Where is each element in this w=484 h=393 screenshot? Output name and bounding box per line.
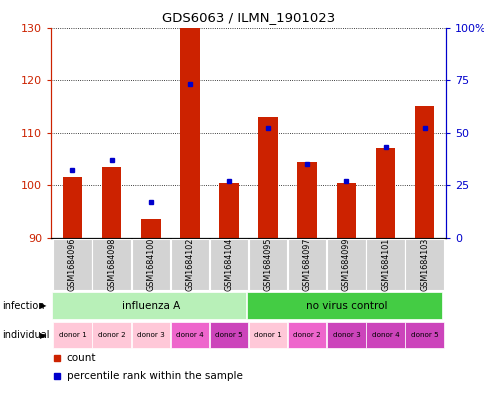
Bar [327, 322, 365, 348]
Bar [375, 149, 394, 238]
Text: GSM1684097: GSM1684097 [302, 237, 311, 291]
Bar [180, 28, 199, 238]
Text: donor 5: donor 5 [215, 332, 242, 338]
Bar [62, 177, 82, 238]
Text: infection: infection [2, 301, 45, 310]
Text: donor 3: donor 3 [332, 332, 360, 338]
Text: ▶: ▶ [40, 301, 46, 310]
Bar [102, 167, 121, 238]
Bar [170, 322, 209, 348]
Text: donor 3: donor 3 [136, 332, 164, 338]
Bar [210, 322, 248, 348]
Text: GSM1684095: GSM1684095 [263, 237, 272, 291]
Bar [92, 239, 131, 290]
Bar [247, 292, 440, 319]
Bar [365, 322, 404, 348]
Bar [258, 117, 277, 238]
Text: GSM1684101: GSM1684101 [380, 238, 389, 291]
Text: donor 5: donor 5 [410, 332, 438, 338]
Bar [297, 162, 317, 238]
Bar [53, 239, 91, 290]
Text: ▶: ▶ [40, 331, 46, 340]
Text: donor 4: donor 4 [176, 332, 203, 338]
Text: GSM1684098: GSM1684098 [107, 238, 116, 291]
Text: GSM1684100: GSM1684100 [146, 238, 155, 291]
Text: donor 4: donor 4 [371, 332, 399, 338]
Text: GSM1684103: GSM1684103 [419, 238, 428, 291]
Bar [248, 239, 287, 290]
Text: no virus control: no virus control [305, 301, 386, 310]
Bar [287, 239, 326, 290]
Bar [365, 239, 404, 290]
Bar [92, 322, 131, 348]
Bar [414, 107, 434, 238]
Bar [219, 183, 238, 238]
Bar [141, 219, 160, 238]
Bar [131, 239, 169, 290]
Text: donor 1: donor 1 [254, 332, 281, 338]
Text: percentile rank within the sample: percentile rank within the sample [67, 371, 242, 382]
Text: donor 1: donor 1 [59, 332, 86, 338]
Text: count: count [67, 353, 96, 363]
Bar [131, 322, 169, 348]
Bar [405, 322, 443, 348]
Text: GSM1684099: GSM1684099 [341, 237, 350, 291]
Bar [287, 322, 326, 348]
Text: donor 2: donor 2 [97, 332, 125, 338]
Bar [327, 239, 365, 290]
Bar [52, 292, 245, 319]
Bar [210, 239, 248, 290]
Bar [53, 322, 91, 348]
Text: influenza A: influenza A [121, 301, 180, 310]
Bar [405, 239, 443, 290]
Text: GSM1684102: GSM1684102 [185, 238, 194, 291]
Bar [336, 183, 355, 238]
Bar [170, 239, 209, 290]
Bar [248, 322, 287, 348]
Title: GDS6063 / ILMN_1901023: GDS6063 / ILMN_1901023 [162, 11, 334, 24]
Text: GSM1684104: GSM1684104 [224, 238, 233, 291]
Text: GSM1684096: GSM1684096 [68, 238, 77, 291]
Text: donor 2: donor 2 [293, 332, 320, 338]
Text: individual: individual [2, 330, 50, 340]
